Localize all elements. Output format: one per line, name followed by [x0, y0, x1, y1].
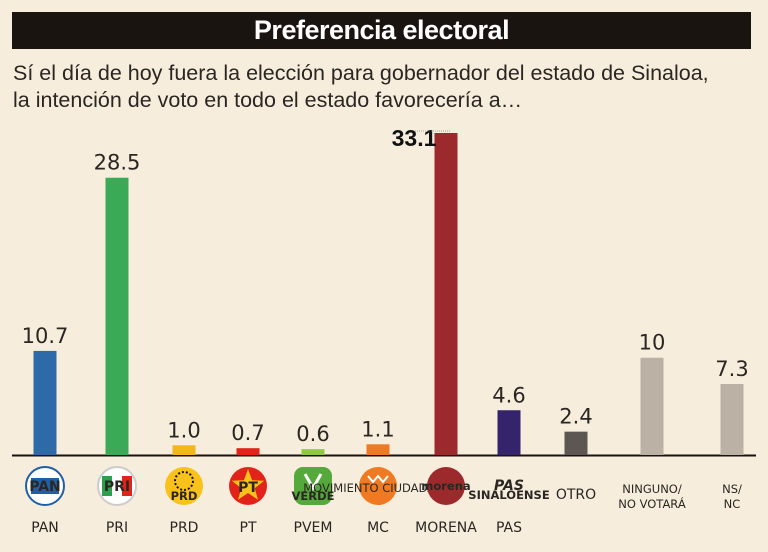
- pri-logo-text: PRI: [104, 479, 130, 495]
- chart-title: Preferencia electoral: [253, 15, 510, 45]
- bar-pt: [236, 448, 260, 455]
- value-label-pan: 10.7: [22, 324, 69, 348]
- value-label-morena: 33.1: [392, 125, 437, 151]
- bar-morena: [434, 133, 458, 455]
- category-label-ninguno-line2: NO VOTARÁ: [618, 496, 686, 511]
- bar-pan: [33, 350, 57, 455]
- pvem-logo-text: VERDE: [291, 489, 334, 503]
- category-label-ns-line1: NS/: [722, 482, 742, 496]
- morena-logo-text: morena: [421, 479, 470, 493]
- title-bar: Preferencia electoral: [12, 12, 751, 49]
- value-label-pt: 0.7: [231, 421, 264, 445]
- bar-ninguno-no-votar: [640, 357, 664, 455]
- value-label-mc: 1.1: [361, 417, 394, 441]
- bar-pas: [497, 410, 521, 455]
- pt-logo-text: PT: [238, 480, 258, 496]
- category-label-pvem: PVEM: [294, 520, 333, 536]
- prd-logo-text: PRD: [171, 489, 198, 503]
- category-label-pan: PAN: [31, 520, 59, 536]
- mc-logo-text: MOVIMIENTO CIUDADANO: [303, 481, 452, 495]
- bar-ns-nc: [720, 383, 744, 455]
- value-label-otro: 2.4: [559, 405, 592, 429]
- category-label-pas: PAS: [496, 520, 522, 536]
- mc-eagle-icon: [367, 474, 389, 484]
- value-label-pas: 4.6: [492, 383, 525, 407]
- pas-logo-subtext: SINALOENSE: [468, 488, 550, 502]
- bar-pvem: [301, 449, 325, 455]
- pri-logo-red: [122, 476, 132, 496]
- category-label-pt: PT: [240, 520, 257, 536]
- prd-sun-icon: [174, 471, 194, 491]
- category-label-prd: PRD: [170, 520, 199, 536]
- prd-logo-icon: [165, 467, 203, 505]
- bar-mc: [366, 444, 390, 455]
- value-label-prd: 1.0: [167, 418, 200, 442]
- subtitle-line-1: Sí el día de hoy fuera la elección para …: [13, 61, 709, 85]
- pri-logo-green: [102, 476, 112, 496]
- category-label-ninguno-line1: NINGUNO/: [622, 482, 682, 496]
- category-label-ns-line2: NC: [724, 497, 741, 511]
- pvem-check-icon: [303, 473, 323, 492]
- subtitle-line-2: la intención de voto en todo el estado f…: [13, 88, 523, 112]
- pan-logo-band: [31, 478, 59, 494]
- value-label-ns-nc: 7.3: [715, 357, 748, 381]
- morena-logo-icon: [427, 467, 465, 505]
- bar-pri: [105, 177, 129, 455]
- category-label-morena: MORENA: [415, 520, 477, 536]
- pt-star-icon: [231, 469, 265, 500]
- bar-otro: [564, 431, 588, 455]
- pan-logo-text: PAN: [29, 479, 61, 495]
- value-label-ninguno-no-votar: 10: [639, 331, 666, 355]
- bar-prd: [172, 445, 196, 455]
- category-label-mc: MC: [367, 520, 389, 536]
- category-label-otro: OTRO: [556, 487, 596, 503]
- value-label-pri: 28.5: [94, 151, 141, 175]
- value-label-pvem: 0.6: [296, 422, 329, 446]
- chart-subtitle: Sí el día de hoy fuera la elección para …: [13, 60, 758, 114]
- pas-logo-text: PAS: [494, 478, 524, 494]
- category-label-pri: PRI: [106, 520, 128, 536]
